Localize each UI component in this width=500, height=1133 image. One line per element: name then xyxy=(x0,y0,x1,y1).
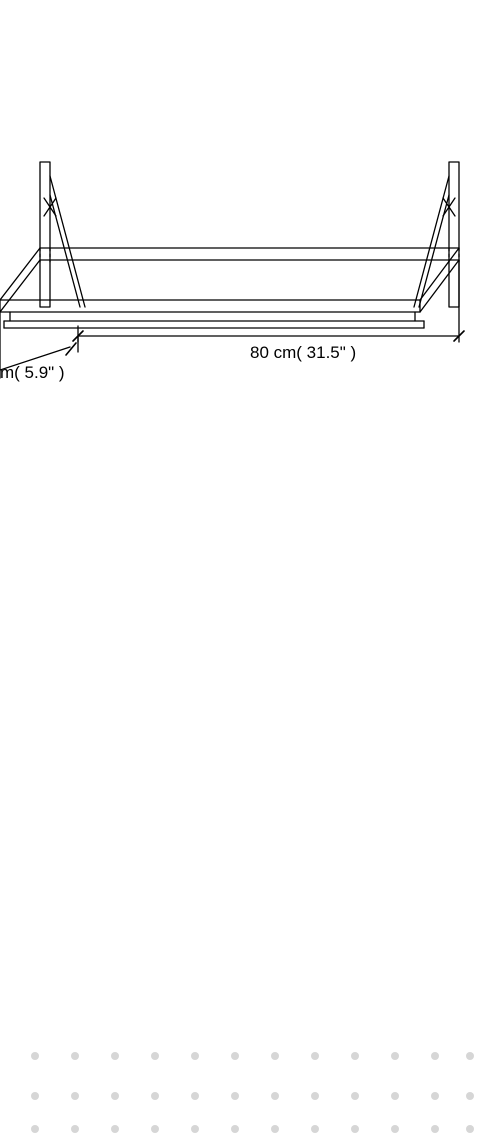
pagination-dot xyxy=(466,1092,474,1100)
pagination-dot xyxy=(151,1092,159,1100)
pagination-dot xyxy=(391,1052,399,1060)
pagination-dot xyxy=(351,1052,359,1060)
pagination-dot xyxy=(466,1125,474,1133)
pagination-dot xyxy=(71,1125,79,1133)
pagination-dot xyxy=(391,1125,399,1133)
pagination-dot xyxy=(231,1125,239,1133)
pagination-dot xyxy=(231,1092,239,1100)
pagination-dot xyxy=(71,1092,79,1100)
pagination-dot xyxy=(431,1092,439,1100)
pagination-dot xyxy=(391,1092,399,1100)
pagination-dot xyxy=(271,1052,279,1060)
pagination-dot xyxy=(311,1052,319,1060)
pagination-dot xyxy=(271,1125,279,1133)
pagination-dot xyxy=(466,1052,474,1060)
shelf-technical-drawing: 80 cm( 31.5" ) m( 5.9" ) xyxy=(0,0,500,641)
pagination-dot xyxy=(431,1125,439,1133)
pagination-dot xyxy=(31,1092,39,1100)
pagination-dot xyxy=(431,1052,439,1060)
pagination-dot xyxy=(191,1092,199,1100)
pagination-dot xyxy=(111,1092,119,1100)
pagination-dot xyxy=(151,1052,159,1060)
pagination-dot xyxy=(351,1125,359,1133)
pagination-dot xyxy=(71,1052,79,1060)
width-dimension-label: 80 cm( 31.5" ) xyxy=(250,343,356,363)
pagination-dot xyxy=(151,1125,159,1133)
pagination-dot xyxy=(111,1052,119,1060)
pagination-dot xyxy=(111,1125,119,1133)
depth-dimension-label: m( 5.9" ) xyxy=(0,363,65,383)
pagination-dot xyxy=(231,1052,239,1060)
pagination-dot xyxy=(311,1125,319,1133)
pagination-dot xyxy=(191,1125,199,1133)
pagination-dot xyxy=(31,1052,39,1060)
pagination-dot xyxy=(311,1092,319,1100)
pagination-dot xyxy=(271,1092,279,1100)
pagination-dot xyxy=(191,1052,199,1060)
pagination-dot xyxy=(351,1092,359,1100)
carousel-dots xyxy=(0,501,500,641)
pagination-dot xyxy=(31,1125,39,1133)
